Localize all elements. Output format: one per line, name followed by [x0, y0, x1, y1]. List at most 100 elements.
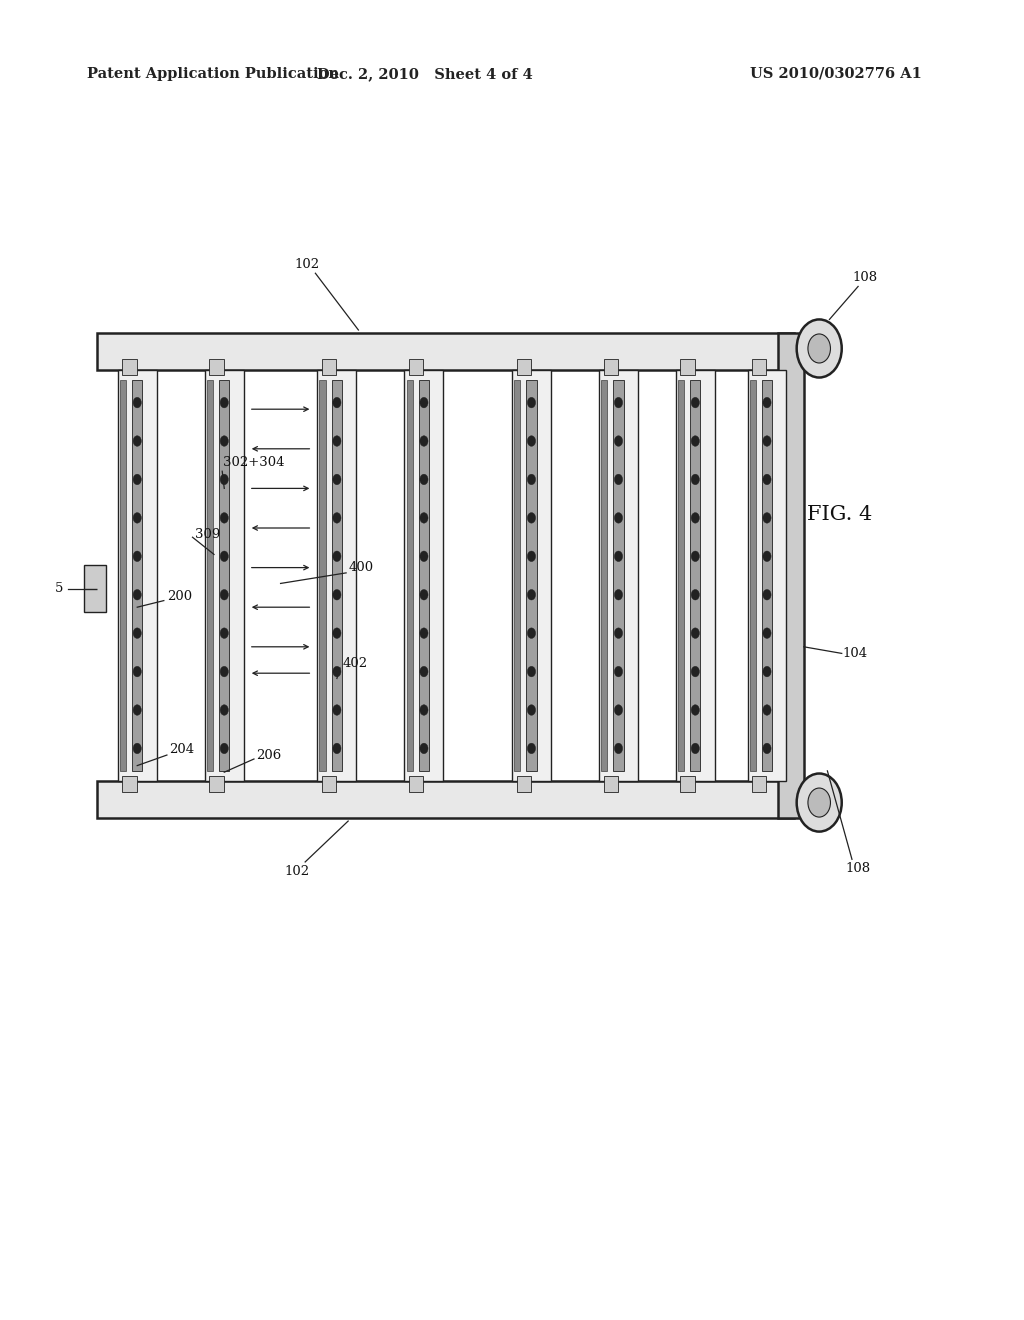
- Circle shape: [420, 397, 428, 408]
- Bar: [122, 776, 136, 792]
- Circle shape: [527, 436, 536, 446]
- Circle shape: [763, 474, 771, 484]
- Circle shape: [220, 590, 228, 601]
- Circle shape: [220, 743, 228, 754]
- Circle shape: [333, 474, 341, 484]
- Circle shape: [333, 550, 341, 561]
- Circle shape: [797, 319, 842, 378]
- Bar: [526, 380, 537, 771]
- Bar: [516, 776, 530, 792]
- Circle shape: [614, 667, 623, 677]
- Circle shape: [220, 512, 228, 523]
- Circle shape: [527, 590, 536, 601]
- Bar: [205, 370, 244, 781]
- Text: 402: 402: [343, 657, 369, 671]
- Circle shape: [420, 705, 428, 715]
- Circle shape: [133, 743, 141, 754]
- Bar: [319, 380, 326, 771]
- Bar: [676, 370, 715, 781]
- Text: US 2010/0302776 A1: US 2010/0302776 A1: [750, 67, 922, 81]
- Text: 5: 5: [55, 582, 63, 595]
- Circle shape: [614, 743, 623, 754]
- Circle shape: [527, 628, 536, 639]
- Text: 102: 102: [285, 865, 309, 878]
- Bar: [752, 776, 766, 792]
- Bar: [404, 370, 443, 781]
- Circle shape: [614, 550, 623, 561]
- Bar: [332, 380, 342, 771]
- Bar: [84, 565, 106, 612]
- Circle shape: [333, 512, 341, 523]
- Circle shape: [527, 550, 536, 561]
- Bar: [603, 359, 617, 375]
- Circle shape: [614, 397, 623, 408]
- Circle shape: [220, 397, 228, 408]
- Bar: [752, 359, 766, 375]
- Circle shape: [133, 705, 141, 715]
- Circle shape: [527, 743, 536, 754]
- Bar: [690, 380, 700, 771]
- Circle shape: [691, 705, 699, 715]
- Circle shape: [763, 667, 771, 677]
- Circle shape: [691, 743, 699, 754]
- Bar: [601, 380, 607, 771]
- Circle shape: [763, 590, 771, 601]
- Circle shape: [763, 743, 771, 754]
- Bar: [120, 380, 126, 771]
- Circle shape: [133, 628, 141, 639]
- Circle shape: [333, 705, 341, 715]
- Circle shape: [763, 550, 771, 561]
- Text: Dec. 2, 2010   Sheet 4 of 4: Dec. 2, 2010 Sheet 4 of 4: [317, 67, 532, 81]
- Circle shape: [808, 788, 830, 817]
- Circle shape: [763, 512, 771, 523]
- Circle shape: [220, 550, 228, 561]
- Circle shape: [614, 436, 623, 446]
- Circle shape: [808, 334, 830, 363]
- Circle shape: [691, 550, 699, 561]
- Bar: [603, 776, 617, 792]
- Circle shape: [691, 667, 699, 677]
- Circle shape: [614, 512, 623, 523]
- Bar: [514, 380, 520, 771]
- Bar: [322, 359, 336, 375]
- Circle shape: [133, 436, 141, 446]
- Bar: [516, 359, 530, 375]
- Circle shape: [691, 590, 699, 601]
- Bar: [419, 380, 429, 771]
- Circle shape: [220, 667, 228, 677]
- Bar: [407, 380, 413, 771]
- Circle shape: [220, 474, 228, 484]
- Text: 104: 104: [843, 647, 867, 660]
- Circle shape: [133, 397, 141, 408]
- Text: 206: 206: [256, 748, 282, 762]
- Circle shape: [691, 474, 699, 484]
- Text: Patent Application Publication: Patent Application Publication: [87, 67, 339, 81]
- Text: 108: 108: [853, 271, 878, 284]
- Circle shape: [527, 397, 536, 408]
- Text: 302+304: 302+304: [223, 455, 285, 469]
- Circle shape: [763, 436, 771, 446]
- Circle shape: [220, 628, 228, 639]
- Circle shape: [133, 590, 141, 601]
- Circle shape: [333, 397, 341, 408]
- Circle shape: [420, 512, 428, 523]
- Bar: [680, 359, 694, 375]
- Circle shape: [763, 628, 771, 639]
- Circle shape: [614, 705, 623, 715]
- Bar: [678, 380, 684, 771]
- Circle shape: [614, 474, 623, 484]
- Text: FIG. 4: FIG. 4: [807, 506, 872, 524]
- Text: 200: 200: [167, 590, 193, 603]
- Circle shape: [420, 667, 428, 677]
- Circle shape: [691, 436, 699, 446]
- Bar: [209, 359, 223, 375]
- Text: 400: 400: [348, 561, 374, 574]
- Bar: [97, 333, 794, 370]
- Circle shape: [420, 628, 428, 639]
- Bar: [209, 776, 223, 792]
- Circle shape: [420, 474, 428, 484]
- Circle shape: [614, 590, 623, 601]
- Circle shape: [333, 590, 341, 601]
- Bar: [97, 781, 794, 818]
- Bar: [778, 333, 804, 818]
